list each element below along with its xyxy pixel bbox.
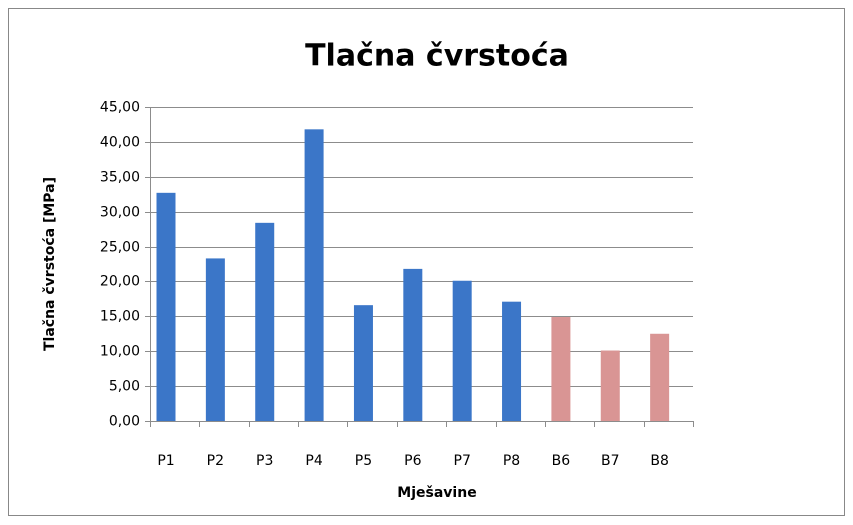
bar (650, 333, 670, 421)
x-tick-label: B7 (601, 453, 620, 469)
x-tick-label: P5 (355, 453, 372, 469)
bar (205, 258, 225, 421)
x-tick-label: P6 (404, 453, 421, 469)
x-tick-label: P7 (454, 453, 471, 469)
y-tick-label: 15,00 (100, 309, 140, 325)
y-tick-label: 10,00 (100, 344, 140, 360)
x-tick-label: B8 (650, 453, 669, 469)
y-tick-label: 40,00 (100, 135, 140, 151)
x-tick-label: P2 (207, 453, 224, 469)
x-tick-label: P3 (256, 453, 273, 469)
bar (255, 222, 275, 421)
y-tick-label: 35,00 (100, 170, 140, 186)
y-tick-label: 0,00 (109, 414, 140, 430)
y-axis-title: Tlačna čvrstoća [MPa] (42, 177, 58, 351)
bar (551, 317, 571, 421)
x-tick-label: B6 (552, 453, 571, 469)
chart-title: Tlačna čvrstoća (305, 39, 569, 74)
bar (353, 305, 373, 421)
y-tick-label: 25,00 (100, 240, 140, 256)
x-axis-title: Mješavine (397, 485, 476, 501)
bar (452, 280, 472, 421)
y-tick-label: 30,00 (100, 205, 140, 221)
y-tick-label: 45,00 (100, 100, 140, 116)
y-tick-label: 5,00 (109, 379, 140, 395)
bar (403, 268, 423, 421)
y-tick-label: 20,00 (100, 274, 140, 290)
bar (156, 192, 176, 421)
chart-frame (8, 8, 845, 516)
x-tick-label: P1 (157, 453, 174, 469)
bar (600, 350, 620, 421)
bar (502, 301, 522, 421)
x-tick-label: P8 (503, 453, 520, 469)
bar (304, 129, 324, 421)
x-tick-label: P4 (305, 453, 322, 469)
